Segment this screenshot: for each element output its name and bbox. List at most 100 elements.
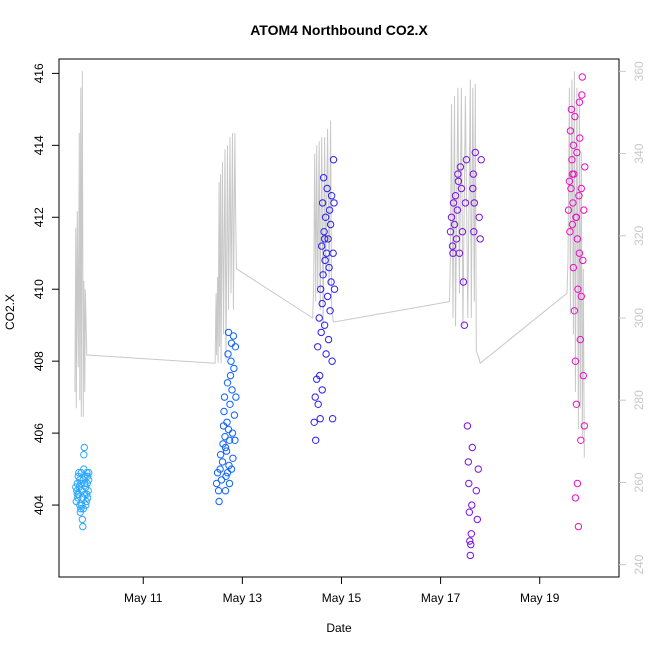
data-point-5	[571, 494, 580, 502]
data-point-4	[474, 465, 482, 473]
data-point-5	[565, 177, 574, 186]
data-point-2	[225, 479, 234, 488]
plot-frame	[58, 58, 620, 578]
data-point-4	[463, 422, 472, 430]
data-point-3	[330, 285, 339, 293]
data-point-1	[80, 443, 89, 452]
data-point-3	[311, 393, 319, 401]
data-point-3	[327, 278, 335, 286]
data-point-1	[77, 505, 85, 513]
y-right-tick-label: 260	[632, 472, 646, 492]
data-point-4	[447, 213, 456, 222]
x-axis-label: Date	[326, 621, 352, 635]
data-point-4	[476, 235, 484, 243]
data-point-2	[228, 429, 237, 437]
data-point-3	[321, 256, 329, 265]
data-point-4	[467, 530, 475, 538]
data-point-5	[572, 400, 581, 408]
data-point-3	[322, 350, 330, 358]
chart-title: ATOM4 Northbound CO2.X	[250, 22, 428, 38]
data-point-3	[323, 292, 332, 301]
points-layer	[72, 73, 589, 560]
y-tick-label: 414	[32, 135, 46, 155]
data-point-3	[325, 206, 334, 214]
data-point-2	[227, 357, 235, 365]
data-point-2	[231, 436, 239, 444]
data-point-5	[567, 184, 575, 193]
data-point-4	[456, 163, 465, 171]
data-point-3	[329, 249, 337, 257]
data-point-5	[566, 228, 574, 236]
data-point-3	[312, 436, 320, 444]
data-point-2	[228, 386, 236, 394]
data-point-3	[329, 156, 338, 164]
data-point-5	[568, 156, 576, 164]
data-point-1	[83, 490, 91, 498]
data-point-5	[568, 220, 577, 229]
data-point-4	[457, 184, 466, 193]
data-point-2	[231, 343, 240, 351]
x-tick-label: May 15	[322, 591, 362, 605]
data-point-2	[225, 436, 234, 444]
data-point-5	[573, 479, 582, 488]
data-point-4	[468, 443, 476, 452]
data-point-4	[475, 213, 483, 222]
data-point-5	[575, 249, 584, 257]
data-point-4	[449, 249, 457, 257]
data-point-3	[328, 415, 337, 423]
data-point-4	[464, 458, 472, 466]
data-point-3	[323, 184, 331, 193]
y-right-tick-label: 280	[632, 390, 646, 410]
data-point-5	[569, 141, 578, 150]
data-point-2	[224, 425, 233, 434]
data-point-1	[80, 451, 88, 459]
data-point-5	[573, 148, 581, 157]
data-point-3	[320, 235, 329, 243]
data-point-1	[76, 476, 84, 484]
data-point-2	[227, 465, 236, 473]
data-point-3	[326, 220, 335, 229]
y-tick-label: 410	[32, 279, 46, 299]
y-right-tick-label: 300	[632, 308, 646, 328]
data-point-2	[227, 339, 236, 347]
data-point-5	[575, 192, 583, 200]
data-point-5	[569, 263, 578, 272]
x-tick-label: May 13	[223, 591, 263, 605]
data-point-4	[466, 551, 474, 560]
y-axis-label: CO2.X	[3, 294, 17, 330]
data-point-4	[448, 242, 457, 250]
y-tick-label: 408	[32, 351, 46, 371]
data-point-1	[82, 497, 91, 506]
data-point-4	[458, 228, 467, 236]
data-point-4	[450, 220, 459, 229]
y-tick-label: 404	[32, 495, 46, 515]
x-tick-label: May 17	[421, 591, 461, 605]
data-point-2	[220, 407, 228, 416]
data-point-3	[310, 418, 318, 426]
y-right-tick-label: 320	[632, 225, 646, 245]
data-point-2	[217, 476, 226, 484]
data-point-4	[466, 537, 474, 545]
data-point-4	[446, 228, 455, 236]
data-point-4	[462, 156, 471, 164]
data-point-3	[316, 415, 324, 423]
data-point-4	[467, 540, 475, 549]
data-point-5	[572, 213, 581, 222]
data-point-1	[75, 469, 83, 477]
data-point-3	[326, 307, 334, 315]
data-point-3	[324, 235, 332, 243]
data-point-3	[324, 335, 333, 344]
data-point-4	[477, 156, 485, 164]
data-point-4	[465, 508, 473, 516]
y-tick-label: 406	[32, 423, 46, 443]
data-point-3	[321, 213, 330, 222]
data-point-2	[221, 433, 229, 441]
data-point-3	[318, 299, 326, 308]
line-series-layer	[74, 71, 585, 458]
data-point-2	[230, 411, 239, 419]
data-point-2	[220, 393, 229, 401]
data-point-4	[468, 501, 476, 509]
data-point-5	[579, 371, 587, 380]
data-point-3	[327, 192, 336, 200]
data-point-4	[460, 321, 469, 329]
